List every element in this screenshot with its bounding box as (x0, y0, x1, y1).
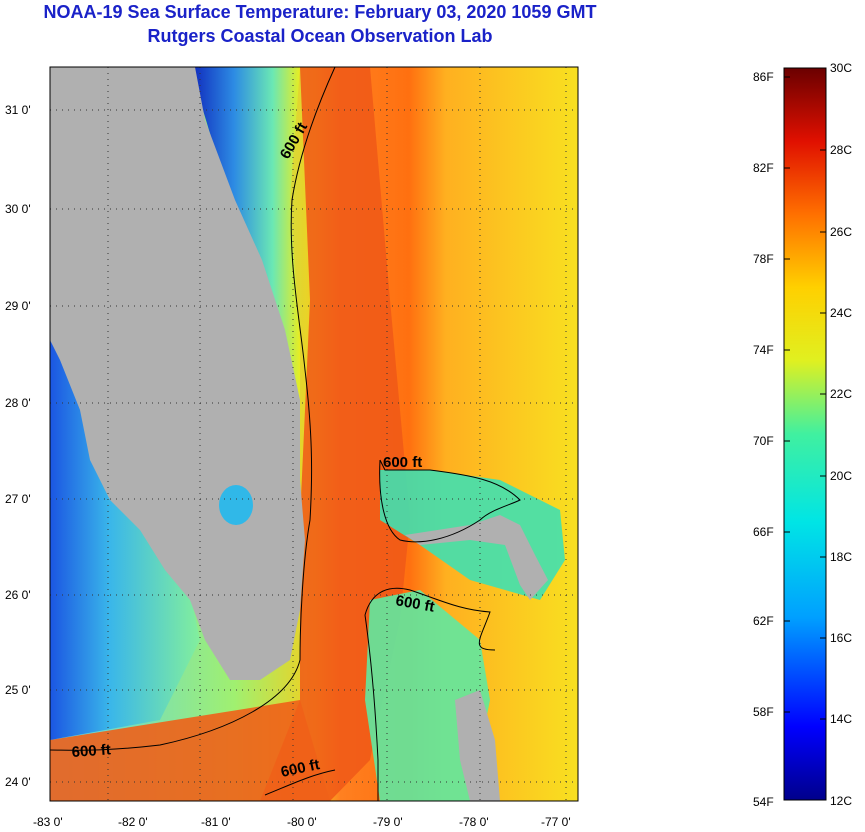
colorbar-f-label: 82F (753, 161, 774, 175)
lat-label: 31 0' (5, 103, 31, 117)
contour-label-little-bahama: 600 ft (383, 454, 422, 471)
colorbar-c-label: 12C (830, 794, 852, 808)
colorbar-c-label: 30C (830, 61, 852, 75)
lon-label: -77 0' (541, 815, 571, 829)
florida-straits-warm-water (50, 700, 330, 801)
lon-label: -82 0' (118, 815, 148, 829)
map-frame (49, 66, 579, 802)
colorbar-f-label: 74F (753, 343, 774, 357)
colorbar-c-label: 20C (830, 469, 852, 483)
contour-label-great-bahama: 600 ft (394, 592, 436, 616)
florida-land (50, 67, 305, 680)
lon-label: -83 0' (33, 815, 63, 829)
lon-label: -79 0' (373, 815, 403, 829)
colorbar-scale (783, 67, 827, 801)
colorbar-c-label: 18C (830, 550, 852, 564)
colorbar-f-label: 54F (753, 795, 774, 809)
sst-map (50, 67, 578, 801)
contour-label-west: 600 ft (71, 741, 111, 761)
lat-label: 24 0' (5, 775, 31, 789)
colorbar-c-label: 28C (830, 143, 852, 157)
latitude-labels: 31 0' 30 0' 29 0' 28 0' 27 0' 26 0' 25 0… (5, 103, 31, 789)
lake-okeechobee (219, 485, 253, 525)
map-title: NOAA-19 Sea Surface Temperature: Februar… (43, 2, 597, 22)
lat-label: 30 0' (5, 202, 31, 216)
colorbar-f-label: 70F (753, 434, 774, 448)
lat-label: 25 0' (5, 683, 31, 697)
lon-label: -78 0' (459, 815, 489, 829)
colorbar-c-label: 14C (830, 712, 852, 726)
lat-label: 29 0' (5, 299, 31, 313)
lat-label: 27 0' (5, 492, 31, 506)
andros-land (455, 690, 500, 801)
colorbar-f-label: 66F (753, 525, 774, 539)
grand-bahama-abaco-land (405, 515, 548, 600)
colorbar-c-label: 16C (830, 631, 852, 645)
lat-label: 26 0' (5, 588, 31, 602)
lat-label: 28 0' (5, 396, 31, 410)
longitude-labels: -83 0' -82 0' -81 0' -80 0' -79 0' -78 0… (33, 815, 571, 829)
colorbar-f-label: 78F (753, 252, 774, 266)
great-bahama-bank (365, 590, 490, 801)
colorbar-c-label: 24C (830, 306, 852, 320)
colorbar-c-label: 22C (830, 387, 852, 401)
colorbar-f-label: 62F (753, 614, 774, 628)
lon-label: -81 0' (201, 815, 231, 829)
map-subtitle: Rutgers Coastal Ocean Observation Lab (147, 26, 493, 46)
graticule (50, 67, 578, 801)
600ft-isobaths (49, 66, 521, 801)
temperature-colorbar: 86F 82F 78F 74F 70F 66F 62F 58F 54F 30C … (753, 61, 852, 809)
colorbar-f-label: 58F (753, 705, 774, 719)
lon-label: -80 0' (287, 815, 317, 829)
colorbar-c-label: 26C (830, 225, 852, 239)
colorbar-f-label: 86F (753, 70, 774, 84)
